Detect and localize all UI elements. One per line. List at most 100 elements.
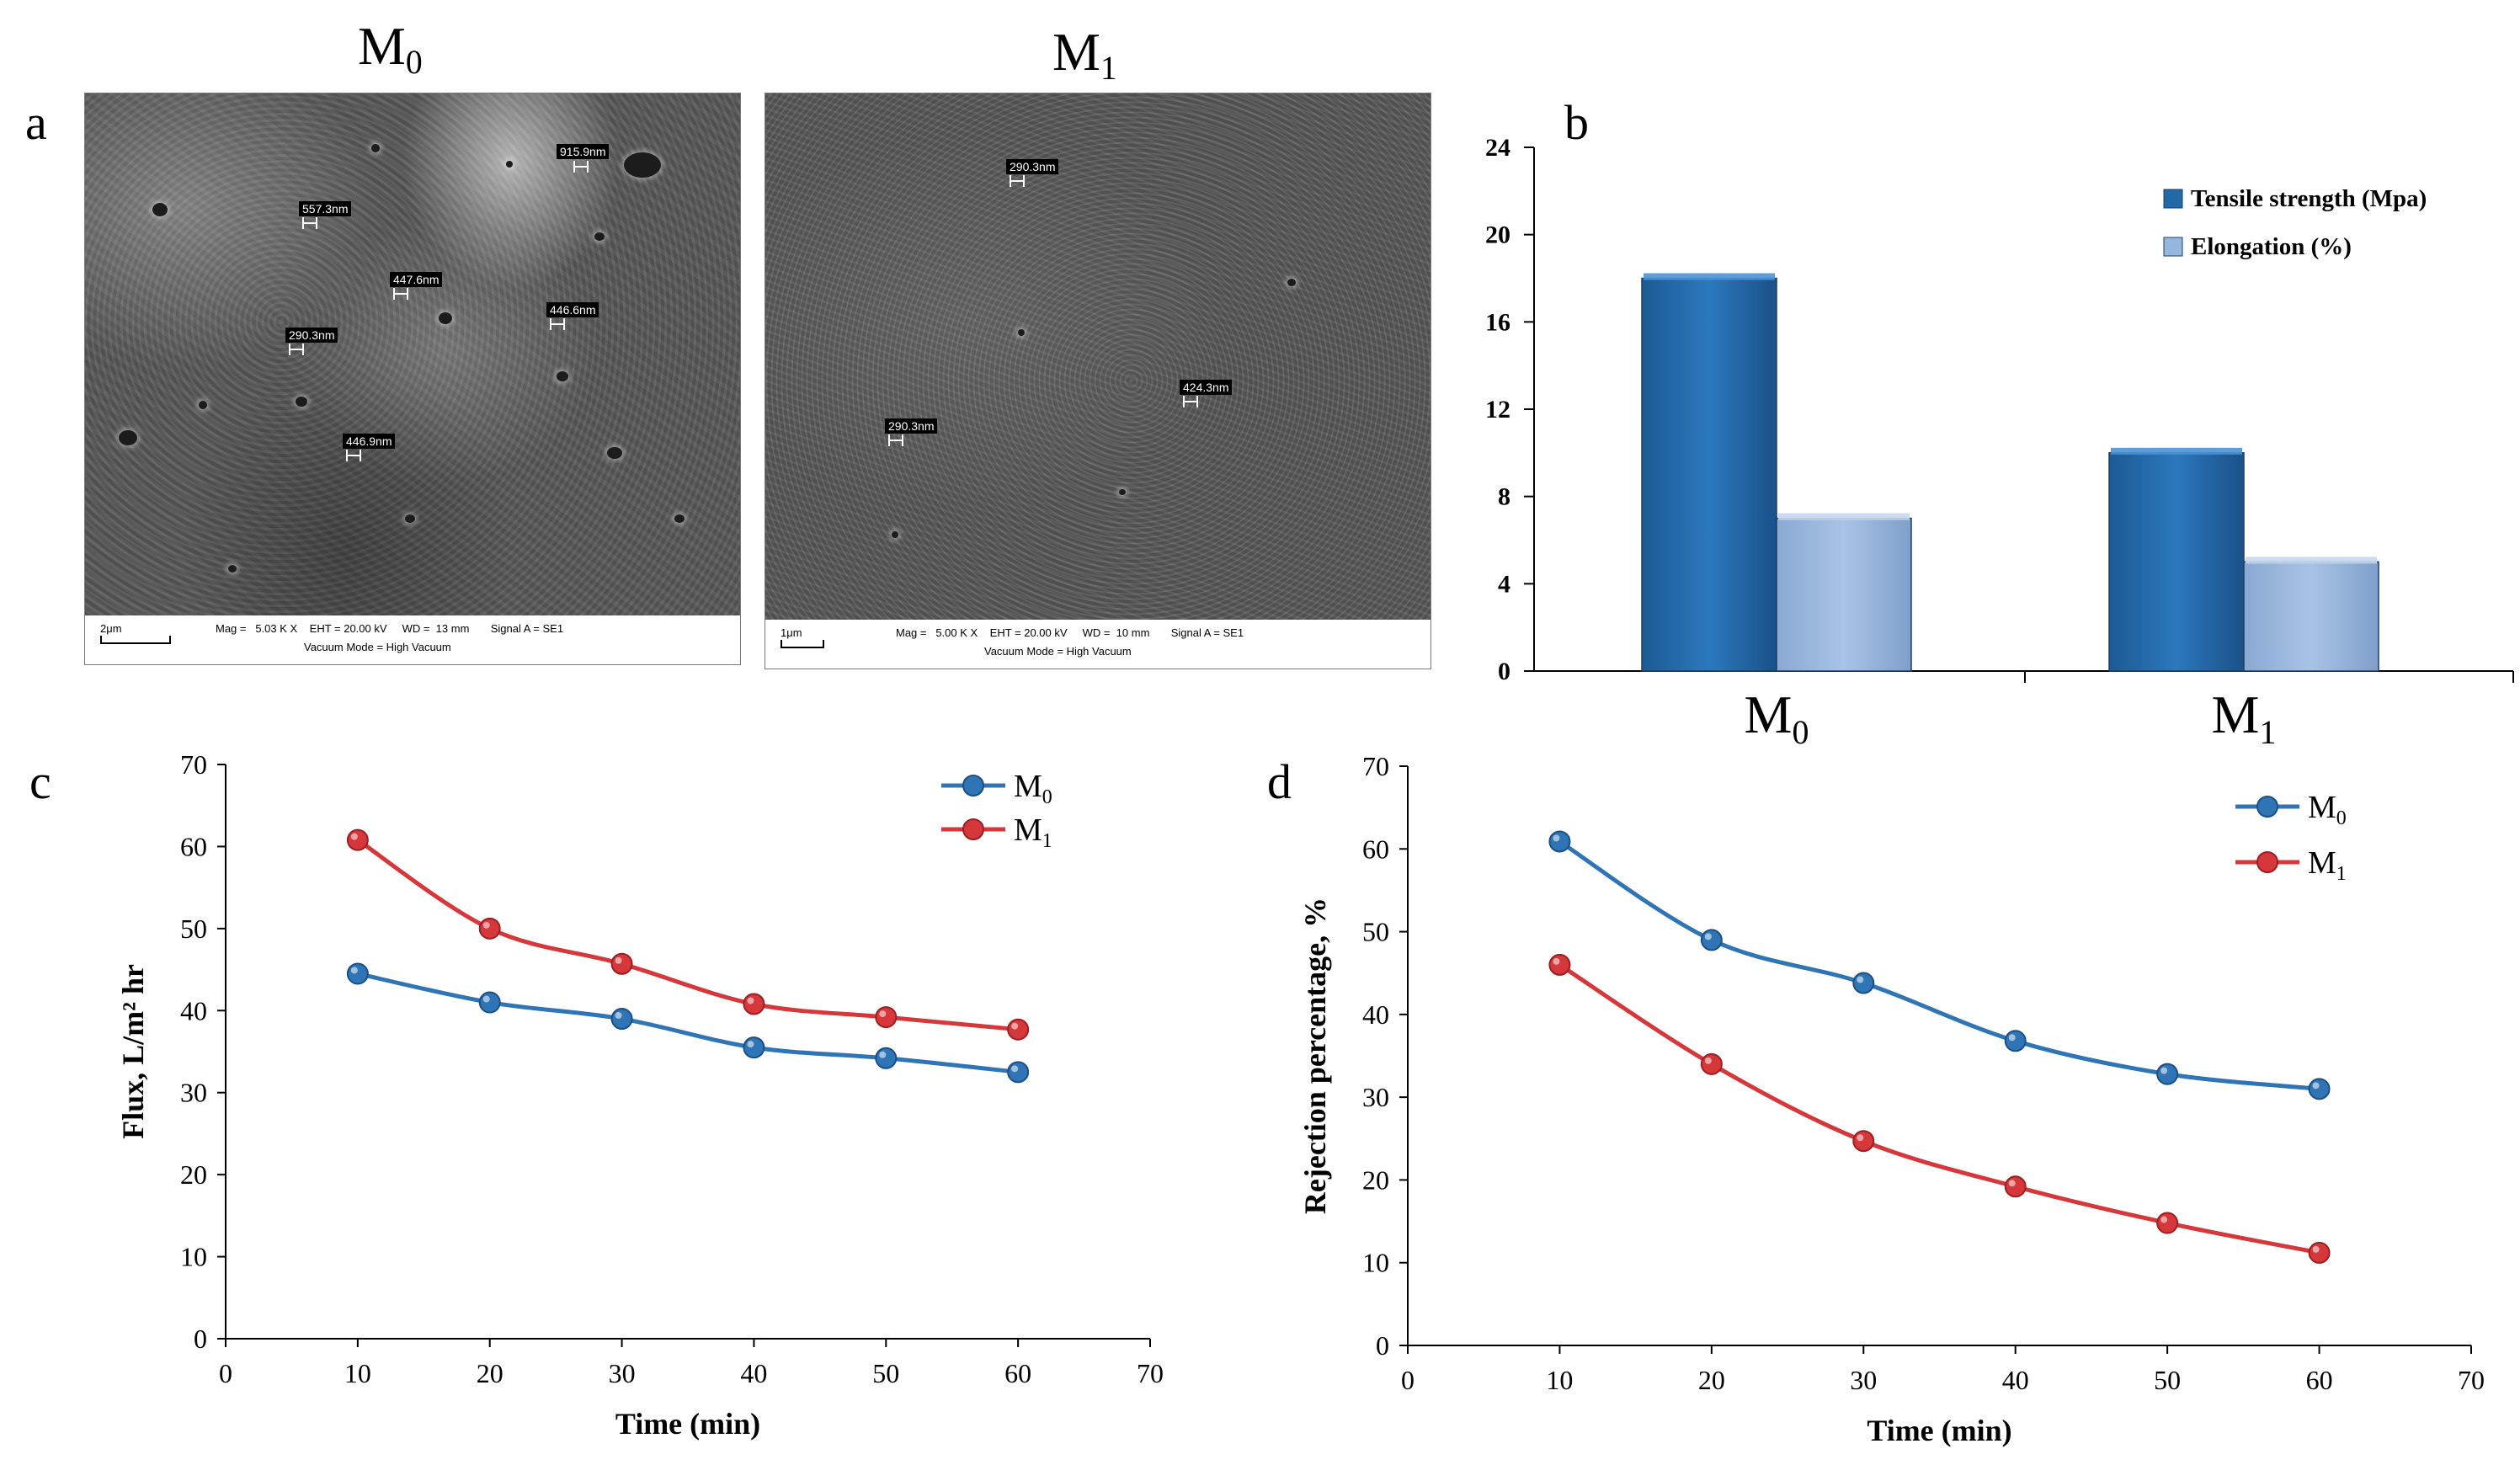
y-tick-label: 16: [1485, 308, 1510, 336]
measurement-marker: [888, 434, 903, 446]
y-axis-title: Flux, L/m² hr: [116, 964, 150, 1139]
point-highlight: [482, 995, 490, 1003]
panel-label-d: d: [1267, 754, 1292, 809]
sem-info-line: Vacuum Mode = High Vacuum: [304, 641, 451, 653]
x-tick-label: 10: [1546, 1365, 1573, 1395]
sem-title-m0: M0: [358, 16, 423, 82]
bar-top-bevel: [1778, 513, 1910, 520]
measurement-label: 290.3nm: [285, 328, 338, 343]
y-tick-label: 30: [180, 1078, 207, 1108]
panel-label-b: b: [1564, 95, 1589, 150]
legend-label: M1: [2308, 845, 2347, 885]
data-point: [2004, 1175, 2027, 1198]
tensile-bar: [1641, 277, 1777, 672]
y-tick-label: 8: [1498, 483, 1510, 511]
legend-label: M0: [2308, 790, 2347, 829]
measurement-marker: [346, 450, 361, 461]
measurement-marker: [550, 318, 565, 330]
measurement-marker: [393, 288, 408, 300]
x-tick-label: 40: [740, 1358, 767, 1388]
point-highlight: [879, 1010, 887, 1018]
sem-image-m1: 290.3nm 424.3nm 290.3nm 1μm Mag = 5.00 K…: [765, 93, 1431, 669]
data-point: [2156, 1212, 2179, 1234]
x-tick-label: 0: [1401, 1365, 1415, 1395]
y-tick-label: 60: [1362, 834, 1389, 864]
point-highlight: [879, 1051, 887, 1058]
point-highlight: [1011, 1022, 1019, 1030]
data-point: [2004, 1030, 2027, 1052]
point-highlight: [482, 921, 490, 929]
point-highlight: [1857, 976, 1864, 983]
x-tick-label: 20: [1698, 1365, 1725, 1395]
y-tick-label: 70: [1362, 751, 1389, 781]
legend-swatch: [2163, 189, 2183, 209]
data-point: [1700, 929, 1723, 951]
sem-info-line: Mag = 5.03 K X EHT = 20.00 kV WD = 13 mm…: [216, 622, 564, 635]
point-highlight: [1704, 933, 1712, 940]
y-tick-label: 12: [1485, 396, 1510, 424]
measurement-marker: [1183, 396, 1198, 408]
x-category-label: M1: [2212, 685, 2277, 751]
data-point: [2308, 1078, 2331, 1100]
bar-top-bevel: [2246, 557, 2377, 564]
point-highlight: [1553, 834, 1560, 842]
sem-info-bar: 1μm Mag = 5.00 K X EHT = 20.00 kV WD = 1…: [765, 620, 1430, 669]
bar-top-bevel: [2111, 447, 2242, 455]
measurement-label: 424.3nm: [1180, 380, 1233, 395]
elongation-bar: [2243, 561, 2379, 672]
legend-label: Elongation (%): [2191, 233, 2352, 260]
y-axis-title: Rejection percentage, %: [1298, 898, 1332, 1214]
x-tick-label: 50: [2154, 1365, 2181, 1395]
sem-info-bar: 2μm Mag = 5.03 K X EHT = 20.00 kV WD = 1…: [85, 615, 740, 664]
data-point: [2156, 1063, 2179, 1085]
point-highlight: [1011, 1065, 1019, 1073]
y-tick-label: 30: [1362, 1082, 1389, 1112]
measurement-label: 290.3nm: [885, 418, 938, 434]
sem-image-m0: 915.9nm 557.3nm 447.6nm 446.6nm 290.3nm …: [84, 93, 741, 665]
data-point: [1852, 972, 1875, 994]
x-tick-label: 60: [2306, 1365, 2333, 1395]
y-tick-label: 0: [1498, 658, 1510, 685]
measurement-label: 446.9nm: [343, 434, 396, 449]
data-point: [1852, 1130, 1875, 1153]
y-tick-label: 10: [180, 1242, 207, 1272]
measurement-label: 447.6nm: [390, 272, 443, 287]
y-tick-label: 60: [180, 831, 207, 861]
point-highlight: [350, 833, 358, 840]
x-axis-title: Time (min): [615, 1407, 760, 1441]
sem-title-m1: M1: [1052, 22, 1117, 88]
x-tick-label: 30: [609, 1358, 636, 1388]
legend-label: Tensile strength (Mpa): [2191, 185, 2427, 212]
point-highlight: [350, 967, 358, 974]
legend-marker: [2256, 851, 2278, 873]
x-tick-label: 10: [344, 1358, 371, 1388]
x-axis-title: Time (min): [1867, 1414, 2011, 1447]
scale-bar-label: 1μm: [781, 626, 802, 639]
point-highlight: [2008, 1180, 2016, 1187]
y-tick-label: 50: [1362, 917, 1389, 947]
x-tick-label: 70: [2458, 1365, 2485, 1395]
legend-swatch: [2163, 237, 2183, 257]
point-highlight: [2312, 1245, 2320, 1253]
y-tick-label: 0: [194, 1324, 207, 1354]
legend-marker: [962, 818, 984, 840]
point-highlight: [615, 956, 622, 964]
measurement-marker: [289, 344, 304, 355]
legend-marker: [962, 775, 984, 796]
y-tick-label: 20: [180, 1159, 207, 1190]
y-tick-label: 50: [180, 914, 207, 944]
series-line: [356, 838, 1019, 1032]
y-tick-label: 70: [180, 749, 207, 780]
elongation-bar: [1776, 517, 1912, 672]
y-tick-label: 40: [1362, 999, 1389, 1030]
point-highlight: [747, 1041, 754, 1048]
sem-info-line: Mag = 5.00 K X EHT = 20.00 kV WD = 10 mm…: [896, 626, 1244, 639]
panel-label-c: c: [29, 754, 51, 809]
bar-top-bevel: [1644, 273, 1775, 280]
y-tick-label: 40: [180, 995, 207, 1026]
x-tick-label: 20: [477, 1358, 503, 1388]
measurement-label: 557.3nm: [299, 201, 352, 216]
series-line: [357, 971, 1019, 1074]
point-highlight: [1704, 1057, 1712, 1064]
